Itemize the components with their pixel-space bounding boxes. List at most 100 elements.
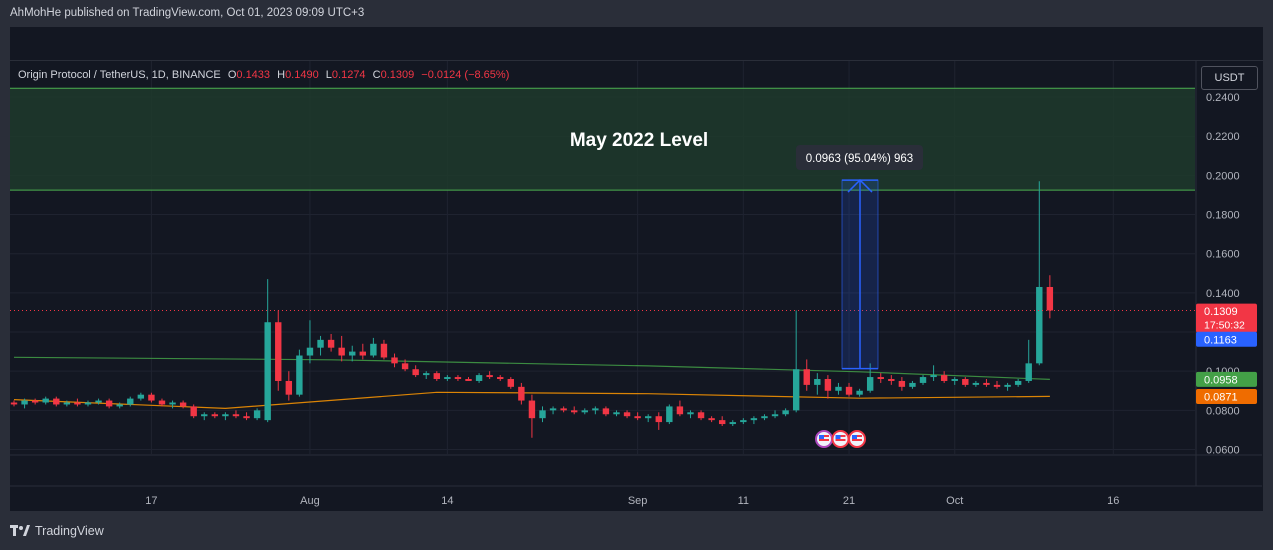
- candle-body[interactable]: [528, 400, 536, 419]
- candle-body[interactable]: [401, 363, 409, 370]
- candle-body[interactable]: [898, 380, 906, 387]
- candle-body[interactable]: [708, 418, 715, 421]
- candle-body[interactable]: [465, 379, 472, 381]
- candle-body[interactable]: [824, 379, 832, 391]
- candle-body[interactable]: [666, 406, 673, 423]
- symbol-name[interactable]: Origin Protocol / TetherUS, 1D, BINANCE: [18, 69, 221, 81]
- candle-body[interactable]: [21, 400, 28, 405]
- candle-body[interactable]: [930, 375, 937, 378]
- candle-body[interactable]: [253, 410, 261, 419]
- candle-body[interactable]: [655, 416, 662, 423]
- candle-body[interactable]: [940, 375, 948, 381]
- candle-body[interactable]: [338, 347, 345, 356]
- candle-body[interactable]: [687, 412, 694, 415]
- candle-body[interactable]: [792, 369, 800, 411]
- footer-brand[interactable]: TradingView: [10, 524, 104, 538]
- candle-body[interactable]: [433, 373, 440, 380]
- candle-body[interactable]: [158, 400, 166, 405]
- candle-body[interactable]: [866, 377, 874, 391]
- candle-body[interactable]: [740, 420, 747, 423]
- candle-body[interactable]: [169, 402, 176, 405]
- candle-body[interactable]: [53, 398, 60, 405]
- candle-body[interactable]: [602, 408, 610, 415]
- candle-body[interactable]: [285, 380, 293, 395]
- candle-body[interactable]: [391, 357, 398, 364]
- candle-body[interactable]: [232, 414, 240, 417]
- candle-body[interactable]: [179, 402, 187, 407]
- candle-body[interactable]: [782, 410, 789, 415]
- candle-body[interactable]: [581, 410, 588, 413]
- candle-body[interactable]: [264, 322, 271, 421]
- candle-body[interactable]: [74, 402, 81, 405]
- candle-body[interactable]: [10, 402, 18, 405]
- candle-body[interactable]: [761, 416, 768, 419]
- candle-body[interactable]: [539, 410, 546, 419]
- candle-body[interactable]: [571, 410, 578, 413]
- candle-body[interactable]: [116, 404, 123, 407]
- candle-body[interactable]: [972, 382, 980, 385]
- candle-body[interactable]: [296, 355, 303, 395]
- candle-body[interactable]: [771, 414, 779, 417]
- candle-body[interactable]: [962, 379, 969, 385]
- candle-body[interactable]: [423, 373, 430, 376]
- candle-body[interactable]: [634, 416, 641, 419]
- candle-body[interactable]: [359, 351, 367, 356]
- candle-body[interactable]: [486, 375, 493, 378]
- candle-body[interactable]: [380, 343, 388, 358]
- candle-body[interactable]: [993, 384, 1001, 387]
- candle-body[interactable]: [613, 412, 620, 415]
- candle-body[interactable]: [951, 379, 958, 381]
- candle-body[interactable]: [856, 390, 863, 395]
- candle-body[interactable]: [275, 322, 282, 381]
- candle-body[interactable]: [814, 379, 821, 385]
- candle-body[interactable]: [645, 416, 652, 419]
- candle-body[interactable]: [95, 400, 102, 403]
- candle-body[interactable]: [84, 402, 92, 405]
- candle-body[interactable]: [909, 382, 916, 387]
- candle-body[interactable]: [549, 408, 557, 411]
- resistance-zone[interactable]: [10, 88, 1195, 191]
- candle-body[interactable]: [697, 412, 705, 419]
- candle-body[interactable]: [718, 420, 726, 425]
- candle-body[interactable]: [803, 369, 810, 385]
- candle-body[interactable]: [560, 408, 567, 411]
- candle-body[interactable]: [507, 379, 514, 387]
- candle-body[interactable]: [1036, 286, 1043, 364]
- candle-body[interactable]: [518, 386, 525, 401]
- currency-button[interactable]: USDT: [1201, 66, 1258, 90]
- candle-body[interactable]: [42, 398, 49, 403]
- candle-body[interactable]: [1046, 286, 1054, 311]
- candle-body[interactable]: [349, 351, 356, 356]
- candle-body[interactable]: [845, 386, 853, 395]
- candle-body[interactable]: [148, 394, 155, 401]
- candle-body[interactable]: [676, 406, 684, 415]
- candle-body[interactable]: [317, 339, 324, 348]
- candle-body[interactable]: [127, 398, 134, 405]
- candle-body[interactable]: [370, 343, 377, 356]
- candle-body[interactable]: [835, 386, 842, 391]
- candle-body[interactable]: [201, 414, 208, 417]
- candle-body[interactable]: [750, 418, 758, 421]
- candle-body[interactable]: [412, 369, 419, 376]
- candle-body[interactable]: [211, 414, 219, 417]
- candle-body[interactable]: [729, 422, 736, 425]
- candle-body[interactable]: [497, 377, 504, 380]
- candle-body[interactable]: [454, 377, 462, 380]
- candle-body[interactable]: [306, 347, 314, 356]
- candle-body[interactable]: [983, 382, 990, 385]
- candle-body[interactable]: [222, 414, 229, 417]
- candle-body[interactable]: [475, 375, 483, 381]
- candle-body[interactable]: [327, 339, 335, 348]
- candle-body[interactable]: [919, 377, 927, 383]
- candle-body[interactable]: [623, 412, 631, 417]
- candle-body[interactable]: [444, 377, 451, 380]
- candle-body[interactable]: [243, 416, 250, 419]
- candle-body[interactable]: [190, 406, 197, 417]
- candle-body[interactable]: [888, 379, 895, 381]
- candle-body[interactable]: [877, 377, 884, 380]
- candle-body[interactable]: [63, 402, 71, 405]
- candle-body[interactable]: [105, 400, 113, 407]
- candle-body[interactable]: [592, 408, 599, 411]
- candle-body[interactable]: [1004, 384, 1011, 387]
